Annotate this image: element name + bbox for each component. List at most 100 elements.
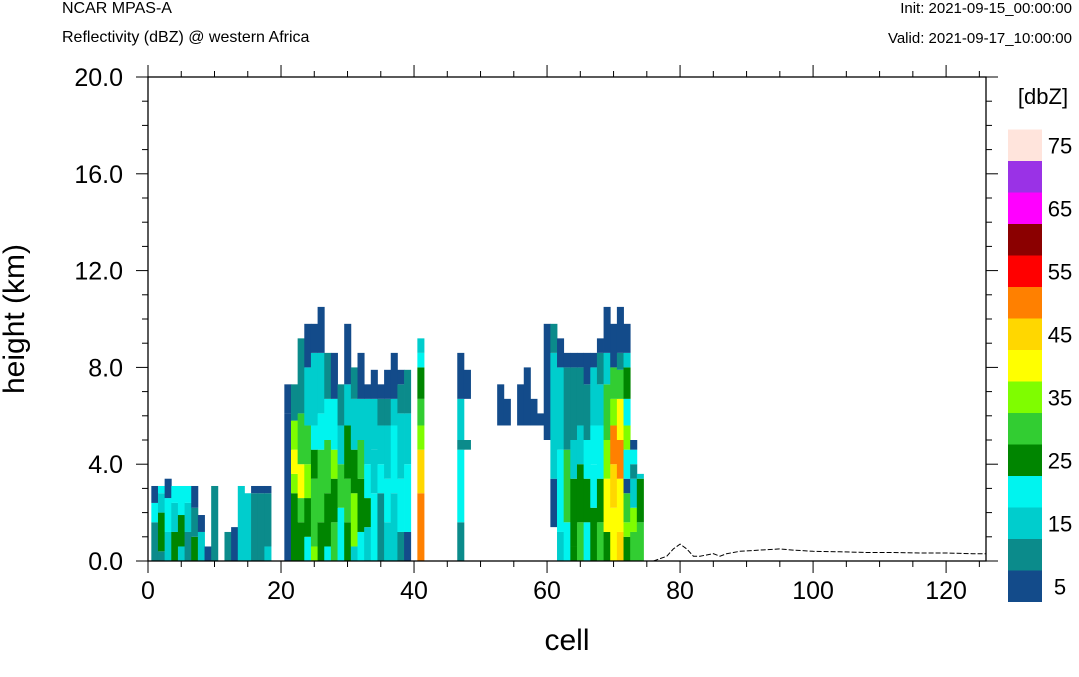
reflectivity-cell xyxy=(616,398,624,440)
reflectivity-cell xyxy=(357,478,365,532)
reflectivity-cell xyxy=(324,440,332,494)
reflectivity-cell xyxy=(596,522,604,561)
reflectivity-cell xyxy=(417,425,425,450)
reflectivity-cell xyxy=(583,384,591,440)
reflectivity-cell xyxy=(397,369,405,385)
x-tick-label: 0 xyxy=(141,577,155,605)
reflectivity-cell xyxy=(417,398,425,426)
reflectivity-cell xyxy=(184,502,192,532)
reflectivity-cell xyxy=(344,522,352,561)
reflectivity-cell xyxy=(603,478,611,532)
colorbar-swatch xyxy=(1008,287,1042,319)
reflectivity-cell xyxy=(157,493,166,513)
reflectivity-cell xyxy=(350,546,358,561)
reflectivity-cell xyxy=(264,546,272,561)
reflectivity-cell xyxy=(297,413,305,465)
reflectivity-cell xyxy=(603,384,611,440)
reflectivity-cell xyxy=(370,493,378,561)
reflectivity-cell xyxy=(310,323,318,353)
reflectivity-cell xyxy=(590,425,598,465)
y-tick-label: 8.0 xyxy=(88,354,123,382)
reflectivity-cells xyxy=(151,306,644,561)
reflectivity-cell xyxy=(304,323,312,368)
y-tick-label: 4.0 xyxy=(88,451,123,479)
reflectivity-cell xyxy=(404,531,412,561)
reflectivity-cell xyxy=(603,440,611,479)
reflectivity-cell xyxy=(151,485,159,503)
reflectivity-cell xyxy=(177,546,185,561)
reflectivity-cell xyxy=(350,449,358,494)
reflectivity-cell xyxy=(164,478,172,499)
reflectivity-cell xyxy=(603,306,611,353)
reflectivity-cell xyxy=(177,515,185,547)
reflectivity-cell xyxy=(623,352,631,368)
reflectivity-cell xyxy=(610,398,618,426)
reflectivity-cell xyxy=(304,536,312,561)
colorbar-swatch xyxy=(1008,570,1042,602)
reflectivity-cell xyxy=(157,512,166,552)
reflectivity-cell xyxy=(497,384,505,426)
reflectivity-cell xyxy=(377,425,385,465)
reflectivity-cell xyxy=(636,478,644,523)
reflectivity-cell xyxy=(310,425,318,450)
reflectivity-cell xyxy=(616,352,624,370)
colorbar-swatch xyxy=(1008,539,1042,571)
x-tick-label: 20 xyxy=(267,577,295,605)
colorbar-label: 15 xyxy=(1048,511,1072,536)
reflectivity-cell xyxy=(623,323,631,353)
reflectivity-cell xyxy=(297,498,305,523)
reflectivity-cell xyxy=(590,464,598,508)
colorbar-swatch xyxy=(1008,192,1042,224)
reflectivity-cell xyxy=(384,369,392,399)
reflectivity-cell xyxy=(304,367,312,426)
colorbar-swatch xyxy=(1008,444,1042,476)
model-name: NCAR MPAS-A xyxy=(62,0,172,17)
reflectivity-cell xyxy=(596,352,604,385)
colorbar-swatch xyxy=(1008,507,1042,539)
reflectivity-cell xyxy=(191,536,199,561)
reflectivity-cell xyxy=(377,493,385,561)
reflectivity-cell xyxy=(390,493,398,561)
y-tick-label: 16.0 xyxy=(74,161,123,189)
reflectivity-cell xyxy=(590,367,598,426)
reflectivity-cell xyxy=(191,485,199,508)
reflectivity-cell xyxy=(330,478,338,523)
reflectivity-cell xyxy=(324,398,332,440)
reflectivity-cell xyxy=(623,522,631,537)
reflectivity-cell xyxy=(224,531,232,561)
reflectivity-cell xyxy=(284,413,292,561)
reflectivity-cell xyxy=(570,546,578,561)
reflectivity-cell xyxy=(623,478,631,494)
reflectivity-cell xyxy=(417,367,425,399)
reflectivity-cell xyxy=(576,425,585,465)
x-tick-label: 100 xyxy=(792,577,834,605)
reflectivity-cell xyxy=(164,498,172,532)
reflectivity-cell xyxy=(317,413,325,450)
y-tick-label: 20.0 xyxy=(74,64,123,92)
colorbar: 5 15 25 35 45 55 65 75 [dbZ] xyxy=(1008,84,1072,602)
reflectivity-cell xyxy=(583,478,591,523)
reflectivity-cell xyxy=(557,449,565,532)
reflectivity-cell xyxy=(350,367,358,399)
colorbar-label: 5 xyxy=(1054,574,1066,599)
reflectivity-cell xyxy=(550,478,558,528)
reflectivity-cell xyxy=(610,367,618,399)
reflectivity-cell xyxy=(590,507,598,561)
reflectivity-cell xyxy=(297,338,305,414)
reflectivity-cell xyxy=(623,536,631,561)
colorbar-label: 75 xyxy=(1048,133,1072,158)
reflectivity-cell xyxy=(364,384,372,399)
reflectivity-cell xyxy=(557,338,565,368)
reflectivity-cell xyxy=(404,464,412,532)
reflectivity-cell xyxy=(576,522,585,561)
reflectivity-cell xyxy=(377,398,385,426)
reflectivity-cell xyxy=(337,384,345,426)
reflectivity-cell xyxy=(623,398,631,426)
reflectivity-cell xyxy=(257,493,265,561)
reflectivity-cell xyxy=(610,323,618,368)
reflectivity-cell xyxy=(576,367,585,426)
reflectivity-cell xyxy=(583,522,591,561)
terrain-line xyxy=(653,543,986,562)
colorbar-label: 65 xyxy=(1048,196,1072,221)
